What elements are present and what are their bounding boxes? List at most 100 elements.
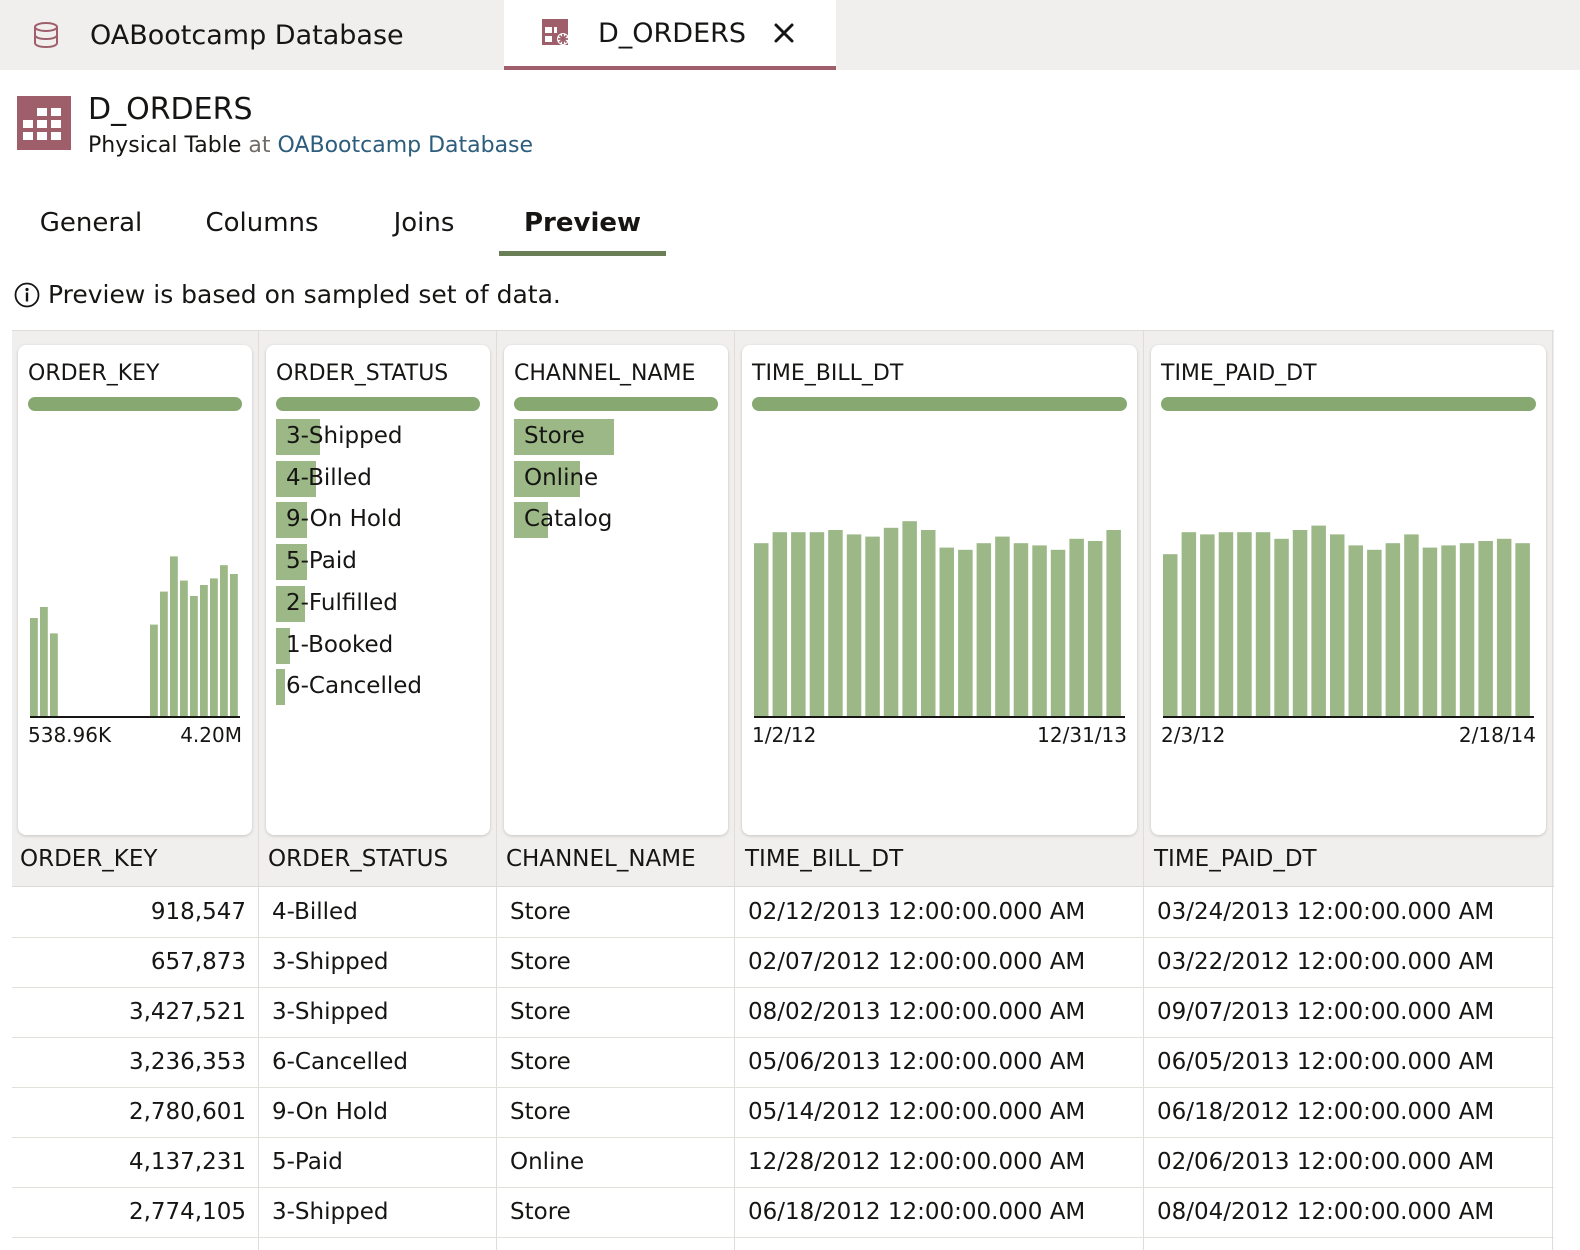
completeness-bar xyxy=(276,397,480,411)
category-item[interactable]: 3-Shipped xyxy=(276,419,486,455)
category-bar xyxy=(276,627,290,664)
cell-time-paid-dt: 09/07/2013 12:00:00.000 AM xyxy=(1157,999,1495,1025)
tab-general[interactable]: General xyxy=(39,208,143,238)
histogram-bar xyxy=(1515,543,1530,717)
table-row[interactable]: 3,427,521 3-Shipped Store 08/02/2013 12:… xyxy=(12,988,1554,1038)
cell-order-status: 6-Cancelled xyxy=(272,1049,408,1075)
category-bar xyxy=(514,502,548,539)
histogram-bar xyxy=(1069,538,1084,717)
histogram-bar xyxy=(220,565,228,717)
cell-channel-name: Store xyxy=(510,1199,571,1225)
profile-card-time-paid-dt[interactable]: TIME_PAID_DT 2/3/12 2/18/14 xyxy=(1151,345,1546,835)
category-item[interactable]: Online xyxy=(514,460,724,497)
histogram-time-bill-dt xyxy=(754,521,1125,718)
table-row[interactable]: 657,873 3-Shipped Store 02/07/2012 12:00… xyxy=(12,938,1554,988)
histogram-bar xyxy=(1050,549,1066,717)
completeness-bar xyxy=(28,397,242,411)
category-label: Catalog xyxy=(524,506,613,533)
column-divider xyxy=(258,330,259,1250)
cell-time-bill-dt: 05/14/2012 12:00:00.000 AM xyxy=(748,1099,1086,1125)
preview-grid: ORDER_KEY 538.96K 4.20M ORDER_STATUS 3-S… xyxy=(12,330,1580,1250)
category-item[interactable]: 9-On Hold xyxy=(276,502,486,539)
cell-order-status: 4-Billed xyxy=(272,899,358,925)
category-label: 4-Billed xyxy=(286,464,372,491)
cell-channel-name: Store xyxy=(510,999,571,1025)
column-header-order-status[interactable]: ORDER_STATUS xyxy=(268,846,449,872)
histogram-bar xyxy=(170,556,178,717)
category-item[interactable]: 5-Paid xyxy=(276,544,486,581)
range-min-label: 2/3/12 xyxy=(1161,723,1226,747)
cell-channel-name: Online xyxy=(510,1149,585,1175)
category-bar xyxy=(276,544,307,581)
column-header-time-paid-dt[interactable]: TIME_PAID_DT xyxy=(1154,846,1317,872)
info-icon xyxy=(14,281,42,309)
column-divider xyxy=(1552,330,1553,1250)
table-row[interactable]: 918,547 4-Billed Store 02/12/2013 12:00:… xyxy=(12,888,1554,938)
object-subtitle: Physical Table at OABootcamp Database xyxy=(88,133,533,158)
range-max-label: 2/18/14 xyxy=(1458,723,1536,747)
preview-notice: Preview is based on sampled set of data. xyxy=(14,280,561,309)
close-icon[interactable] xyxy=(770,19,798,47)
category-item[interactable]: 4-Billed xyxy=(276,460,486,497)
table-row[interactable]: 3,236,353 6-Cancelled Store 05/06/2013 1… xyxy=(12,1038,1554,1088)
tab-d-orders[interactable]: D_ORDERS xyxy=(504,0,836,70)
table-row[interactable]: 2,780,601 9-On Hold Store 05/14/2012 12:… xyxy=(12,1088,1554,1138)
histogram-bar xyxy=(809,532,825,717)
category-item[interactable]: 2-Fulfilled xyxy=(276,585,486,622)
tab-preview[interactable]: Preview xyxy=(499,200,666,256)
histogram-bar xyxy=(772,532,788,717)
column-header-time-bill-dt[interactable]: TIME_BILL_DT xyxy=(745,846,904,872)
histogram-bar xyxy=(1292,530,1308,717)
histogram-bar xyxy=(791,532,806,717)
range-min-label: 538.96K xyxy=(28,723,112,747)
cell-order-key: 3,427,521 xyxy=(128,999,246,1025)
profile-card-order-key[interactable]: ORDER_KEY 538.96K 4.20M xyxy=(18,345,252,835)
histogram-bar xyxy=(1032,545,1047,717)
histogram-bar xyxy=(902,521,917,717)
category-item[interactable]: 6-Cancelled xyxy=(276,669,486,706)
tab-oabootcamp-database[interactable]: OABootcamp Database xyxy=(0,0,504,70)
category-bar xyxy=(276,460,316,497)
cell-order-key: 657,873 xyxy=(150,949,246,975)
cell-order-status: 3-Shipped xyxy=(272,1199,389,1225)
card-title: ORDER_STATUS xyxy=(276,361,449,386)
cell-time-bill-dt: 05/06/2013 12:00:00.000 AM xyxy=(748,1049,1086,1075)
category-bar xyxy=(276,502,307,539)
histogram-bar xyxy=(180,580,188,717)
histogram-bar xyxy=(50,633,58,717)
category-item[interactable]: Store xyxy=(514,419,724,455)
histogram-bar xyxy=(190,596,198,717)
histogram-order-key xyxy=(30,556,240,718)
page-title: D_ORDERS xyxy=(88,92,253,127)
parent-database-link[interactable]: OABootcamp Database xyxy=(277,133,534,158)
tab-joins[interactable]: Joins xyxy=(393,208,455,238)
column-divider xyxy=(1143,330,1144,1250)
cell-order-status: 9-On Hold xyxy=(272,1099,388,1125)
histogram-bar xyxy=(230,574,238,717)
category-item[interactable]: Catalog xyxy=(514,502,724,539)
histogram-bar xyxy=(828,530,843,717)
cell-time-paid-dt: 03/24/2013 12:00:00.000 AM xyxy=(1157,899,1495,925)
cell-time-paid-dt: 03/22/2012 12:00:00.000 AM xyxy=(1157,949,1495,975)
cell-order-status: 3-Shipped xyxy=(272,949,389,975)
card-title: TIME_BILL_DT xyxy=(752,361,904,386)
profile-card-order-status[interactable]: ORDER_STATUS 3-Shipped 4-Billed 9-On Hold 5… xyxy=(266,345,490,835)
cell-order-key: 3,236,353 xyxy=(128,1049,246,1075)
category-item[interactable]: 1-Booked xyxy=(276,627,486,664)
table-row[interactable]: 2,774,105 3-Shipped Store 06/18/2012 12:… xyxy=(12,1188,1554,1238)
cell-time-paid-dt: 06/18/2012 12:00:00.000 AM xyxy=(1157,1099,1495,1125)
category-bar xyxy=(276,419,320,455)
histogram-bar xyxy=(921,530,936,717)
profile-card-channel-name[interactable]: CHANNEL_NAME Store Online Catalog xyxy=(504,345,728,835)
histogram-bar xyxy=(1181,532,1197,717)
histogram-bar xyxy=(1385,543,1401,717)
column-header-channel-name[interactable]: CHANNEL_NAME xyxy=(506,846,696,872)
category-bar xyxy=(514,460,580,497)
range-min-label: 1/2/12 xyxy=(752,723,817,747)
tab-columns[interactable]: Columns xyxy=(205,208,319,238)
profile-card-time-bill-dt[interactable]: TIME_BILL_DT 1/2/12 12/31/13 xyxy=(742,345,1137,835)
histogram-bar xyxy=(1441,545,1456,717)
column-header-order-key[interactable]: ORDER_KEY xyxy=(20,846,158,872)
table-row[interactable]: 4,137,231 5-Paid Online 12/28/2012 12:00… xyxy=(12,1138,1554,1188)
category-label: 1-Booked xyxy=(286,631,394,658)
